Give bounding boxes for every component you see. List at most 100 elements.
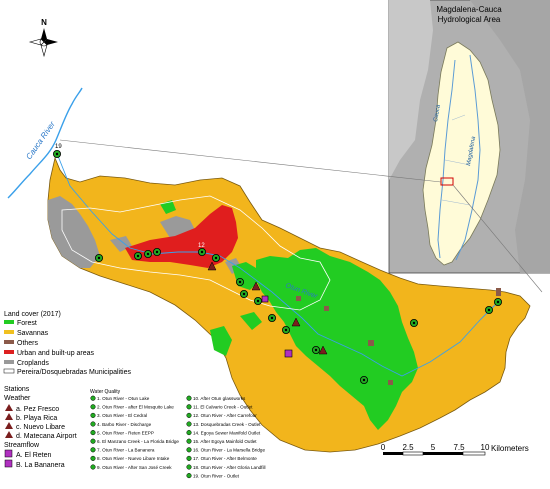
legend-swatch-others bbox=[4, 340, 14, 344]
point-label-12: 12 bbox=[198, 243, 205, 249]
legend-wq-label: 2. Otun River - after El Mosquito Lake bbox=[97, 405, 174, 410]
weather-station-d-label: d. Matecana Airport bbox=[16, 433, 77, 440]
legend-wq-dot-icon bbox=[186, 421, 192, 427]
legend-swatch-urban bbox=[4, 350, 14, 354]
inset-title-line1: Magdalena-Cauca bbox=[436, 5, 502, 14]
legend-wq-label: 7. Otun River - La Bananera bbox=[97, 448, 155, 453]
legend-wq-label: 15. After Egoya Mainfold Outlet bbox=[193, 439, 257, 444]
weather-station-a-label: a. Pez Fresco bbox=[16, 406, 59, 413]
legend-wq-label: 17. Otun River - After Belmonte bbox=[193, 456, 257, 461]
inset-magdalena-label: Magdalena bbox=[466, 135, 477, 166]
cauca-river-label: Cauca River bbox=[24, 120, 57, 161]
cauca-river bbox=[7, 87, 83, 199]
wq-station-18 bbox=[95, 253, 104, 262]
legend-wq-label: 12. Otun River - After Carrefour bbox=[193, 413, 257, 418]
north-arrow-icon: N bbox=[28, 18, 58, 58]
legend-wq-label: 1. Otun River - Otun Lake bbox=[97, 396, 150, 401]
legend-wq-dot-icon bbox=[186, 412, 192, 418]
legend-weather-triangle-icon bbox=[5, 431, 13, 438]
legend-wq-dot-icon bbox=[90, 395, 96, 401]
legend-label-forest: Forest bbox=[17, 320, 37, 327]
wq-station-4 bbox=[359, 375, 368, 384]
wq-station-6 bbox=[281, 325, 290, 334]
inset-cauca-label: Cauca bbox=[433, 104, 442, 123]
legend-wq-dot-icon bbox=[90, 421, 96, 427]
scale-tick-0: 0 bbox=[381, 443, 386, 452]
wq-station-8 bbox=[253, 296, 262, 305]
municipal-boundary bbox=[61, 195, 331, 311]
legend-wq-dot-icon bbox=[90, 412, 96, 418]
wq-station-12 bbox=[197, 247, 206, 256]
scale-tick-5: 5 bbox=[431, 443, 436, 452]
legend-swatch-savannas bbox=[4, 330, 14, 334]
wq-station-2 bbox=[484, 305, 493, 314]
legend-wq-label: 19. Otun River - Outlet bbox=[193, 473, 240, 478]
connector-line-bottom bbox=[452, 184, 543, 293]
inset-map: Magdalena-Cauca Hydrological Area Cauca … bbox=[388, 0, 550, 274]
wq-station-9 bbox=[239, 289, 248, 298]
outlet-point-label: 19 bbox=[55, 144, 62, 150]
basin-croplands bbox=[48, 196, 100, 268]
scale-tick-2-5: 2.5 bbox=[402, 443, 414, 452]
streamflow-station-A bbox=[284, 349, 293, 358]
weather-station-d bbox=[207, 261, 217, 271]
legend-wq-dot-icon bbox=[186, 455, 192, 461]
legend-wq-label: 10. After Otun glassworks bbox=[193, 396, 246, 401]
legend-wq-label: 3. Otun River - El Cedral bbox=[97, 413, 147, 418]
land-cover-title: Land cover (2017) bbox=[4, 311, 61, 318]
weather-station-a bbox=[318, 345, 328, 355]
legend-wq-dot-icon bbox=[186, 447, 192, 453]
legend-wq-label: 8. Otun River - Nuevo Libare Intake bbox=[97, 456, 170, 461]
wq-station-3 bbox=[409, 318, 418, 327]
legend-wq-dot-icon bbox=[186, 464, 192, 470]
legend-label-croplands: Croplands bbox=[17, 360, 49, 367]
stations-title: Stations bbox=[4, 386, 30, 393]
inset-study-area-box bbox=[440, 177, 454, 186]
legend-wq-label: 5. Otun River - Reten EEPP bbox=[97, 430, 154, 435]
legend-wq-dot-icon bbox=[90, 430, 96, 436]
water-quality-markers bbox=[53, 149, 502, 384]
inset-title-line2: Hydrological Area bbox=[438, 15, 501, 24]
streamflow-station-B-label: B. La Bananera bbox=[16, 462, 65, 469]
wq-station-1 bbox=[493, 297, 502, 306]
scale-tick-7-5: 7.5 bbox=[453, 443, 465, 452]
inset-basin bbox=[422, 41, 501, 266]
wq-station-10 bbox=[235, 277, 244, 286]
legend-wq-label: 13. Dosquebradas Creek - Outlet bbox=[193, 422, 261, 427]
legend-streamflow-square-icon bbox=[4, 449, 13, 458]
wq-station-19 bbox=[53, 149, 62, 158]
scale-unit: Kilometers bbox=[491, 444, 529, 453]
legend-swatch-croplands bbox=[4, 360, 14, 364]
wq-station-15 bbox=[152, 247, 161, 256]
connector-line-top bbox=[59, 139, 442, 183]
wq-station-7 bbox=[267, 313, 276, 322]
legend-wq-dot-icon bbox=[186, 404, 192, 410]
legend-swatch-forest bbox=[4, 320, 14, 324]
legend-weather-triangle-icon bbox=[5, 404, 13, 411]
wq-station-16 bbox=[143, 249, 152, 258]
legend-wq-dot-icon bbox=[186, 438, 192, 444]
legend-wq-dot-icon bbox=[90, 464, 96, 470]
stations-legend: Stations Weather a. Pez Fresco b. Playa … bbox=[4, 386, 77, 469]
weather-station-b bbox=[291, 317, 301, 327]
legend-wq-label: 11. El Calvario Creek - Outlet bbox=[193, 405, 253, 410]
weather-station-c-label: c. Nuevo Libare bbox=[16, 424, 65, 431]
inset-cauca-river bbox=[437, 59, 456, 259]
north-arrow-label: N bbox=[41, 18, 47, 27]
legend-wq-dot-icon bbox=[90, 455, 96, 461]
legend-wq-label: 16. Otun River - La Marsella Bridge bbox=[193, 448, 265, 453]
legend-wq-label: 14. Egoya Sewer Manifold Outlet bbox=[193, 430, 261, 435]
inset-magdalena-river bbox=[455, 54, 481, 261]
wq-station-17 bbox=[133, 251, 142, 260]
wq-station-11 bbox=[211, 253, 220, 262]
otun-river bbox=[57, 155, 497, 377]
legend-streamflow-square-icon bbox=[4, 459, 13, 468]
legend-weather-triangle-icon bbox=[5, 413, 13, 420]
legend-wq-dot-icon bbox=[90, 447, 96, 453]
legend-wq-label: 4. Barbo River - Discharge bbox=[97, 422, 152, 427]
legend-wq-dot-icon bbox=[90, 404, 96, 410]
legend-wq-label: 18. Otun River - After Gloria Landfill bbox=[193, 465, 266, 470]
legend-wq-dot-icon bbox=[186, 430, 192, 436]
weather-station-b-label: b. Playa Rica bbox=[16, 415, 57, 422]
legend-label-urban: Urban and built-up areas bbox=[17, 350, 95, 357]
